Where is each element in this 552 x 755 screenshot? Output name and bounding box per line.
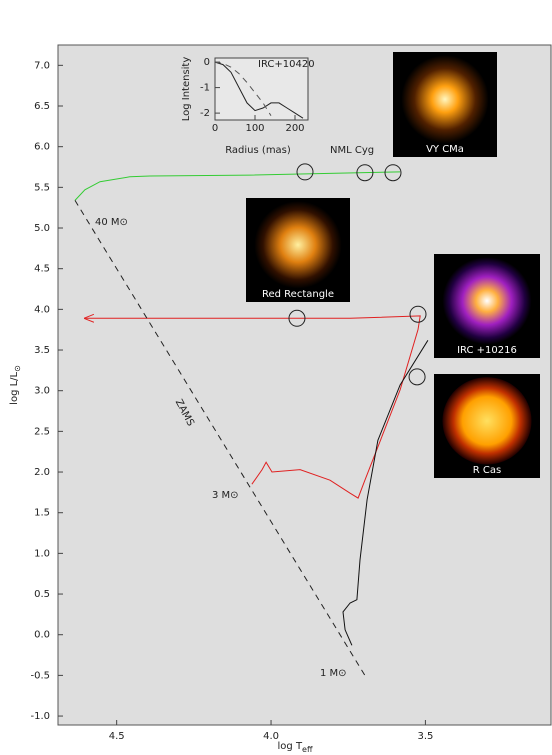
y-tick-label: 6.5 <box>34 101 50 112</box>
y-tick-label: 3.5 <box>34 345 50 356</box>
series-line <box>214 61 304 119</box>
y-tick-label: 0 <box>204 57 210 68</box>
series-line <box>74 200 366 676</box>
x-tick-label: 4.0 <box>263 731 279 742</box>
y-axis-title: log L/L⊙ <box>9 365 22 405</box>
series-label: 3 M⊙ <box>212 490 239 501</box>
marker-circle <box>384 164 402 182</box>
x-tick-label: 3.5 <box>417 731 433 742</box>
inset-annotation: IRC+10420 <box>258 59 315 70</box>
y-tick-label: 0.5 <box>34 589 50 600</box>
y-tick-label: 4.0 <box>34 304 50 315</box>
annotation: NML Cyg <box>330 145 374 156</box>
y-tick-label: 6.0 <box>34 142 50 153</box>
series-label: 1 M⊙ <box>320 668 347 679</box>
y-tick-label: 5.0 <box>34 223 50 234</box>
x-tick-label: 100 <box>245 123 264 134</box>
x-tick-label: 200 <box>285 123 304 134</box>
marker-circle <box>296 163 314 181</box>
y-tick-label: -0.5 <box>30 670 50 681</box>
y-tick-label: -1 <box>200 83 210 94</box>
y-tick-label: 7.0 <box>34 60 50 71</box>
marker-circle <box>409 305 427 323</box>
marker-circle <box>356 164 374 182</box>
y-tick-label: 1.5 <box>34 508 50 519</box>
image-label: Red Rectangle <box>262 289 334 300</box>
series-line <box>85 316 421 499</box>
y-tick-label: 2.0 <box>34 467 50 478</box>
y-tick-label: 4.5 <box>34 264 50 275</box>
series-line <box>342 340 429 646</box>
series-line <box>214 61 272 116</box>
y-tick-label: 0.0 <box>34 630 50 641</box>
marker-circle <box>408 368 426 386</box>
y-tick-label: 2.5 <box>34 426 50 437</box>
y-tick-label: 5.5 <box>34 182 50 193</box>
series-line <box>74 171 401 201</box>
image-glow <box>254 201 342 289</box>
y-tick-label: -2 <box>200 108 210 119</box>
y-tick-label: 3.0 <box>34 386 50 397</box>
inset-x-title: Radius (mas) <box>225 145 291 156</box>
image-label: R Cas <box>473 465 501 476</box>
series-label: 40 M⊙ <box>95 217 128 228</box>
x-tick-label: 4.5 <box>109 731 125 742</box>
image-label: VY CMa <box>426 144 464 155</box>
image-glow <box>401 55 489 144</box>
image-glow <box>442 257 532 345</box>
x-tick-label: 0 <box>212 123 218 134</box>
x-axis-title: log Teff <box>278 741 313 754</box>
inset-y-title: Log Intensity <box>181 57 192 122</box>
marker-circle <box>288 309 306 327</box>
inset-plot-area <box>214 57 309 121</box>
image-glow <box>442 377 532 465</box>
y-tick-label: 1.0 <box>34 548 50 559</box>
image-label: IRC +10216 <box>457 345 517 356</box>
y-tick-label: -1.0 <box>30 711 50 722</box>
